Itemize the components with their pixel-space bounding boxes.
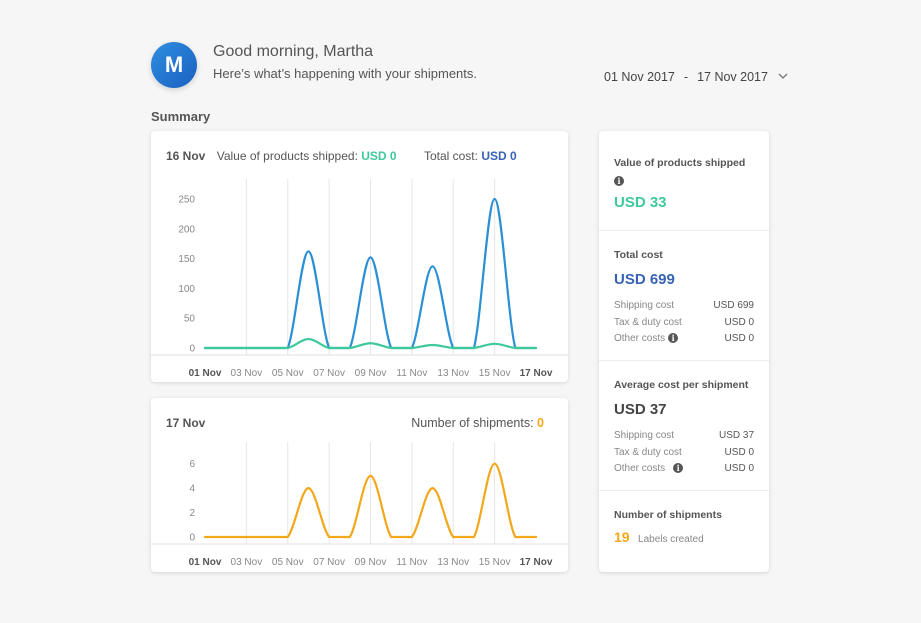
shipments-count-value: 0 [537,416,544,430]
x-tick-label: 11 Nov [396,557,427,568]
y-tick-label: 6 [189,459,195,470]
cost-row-tax: Tax & duty cost USD 0 [614,447,754,458]
greeting: Good morning, Martha [213,43,374,60]
row-value: USD 699 [713,300,754,311]
summary-sidebar-card: Value of products shipped i USD 33 Total… [599,131,769,572]
x-tick-label: 03 Nov [231,557,263,568]
x-tick-label: 11 Nov [396,368,427,379]
date-range-separator: - [683,70,689,84]
info-icon[interactable]: i [668,333,679,344]
date-range-picker[interactable]: 01 Nov 2017 - 17 Nov 2017 [604,70,788,84]
cost-row-shipping: Shipping cost USD 37 [614,430,754,441]
row-value: USD 37 [718,430,754,441]
section-label: Value of products shipped [614,157,746,169]
x-tick-label: 05 Nov [272,557,304,568]
row-label: Tax & duty cost [614,447,682,458]
avatar: M [151,42,197,88]
row-label: Other costs [614,333,666,344]
value-shipped-amount: USD 0 [361,149,397,163]
x-tick-label: 09 Nov [355,368,387,379]
average-cost-section: Average cost per shipment USD 37 Shippin… [599,361,769,491]
total-cost-total: USD 699 [614,271,675,288]
total-cost-amount: USD 0 [481,149,517,163]
y-tick-label: 100 [178,284,195,295]
row-label: Tax & duty cost [614,317,682,328]
y-tick-label: 2 [189,508,195,519]
x-tick-label: 07 Nov [313,368,345,379]
x-tick-label: 03 Nov [231,368,263,379]
shipments-summary: 19 Labels created [614,529,704,547]
series-line-1 [203,337,538,350]
series-line-0 [203,462,538,539]
section-label: Number of shipments [614,509,722,521]
x-tick-label: 05 Nov [272,368,304,379]
x-tick-label: 01 Nov [189,368,222,379]
date-range-start: 01 Nov 2017 [604,70,675,84]
row-value: USD 0 [724,447,754,458]
summary-heading: Summary [151,109,211,124]
section-label: Average cost per shipment [614,379,749,391]
shipments-count-label: Number of shipments: [411,416,534,430]
value-shipped-label: Value of products shipped: [216,149,358,163]
date-range-end: 17 Nov 2017 [697,70,768,84]
x-tick-label: 09 Nov [355,557,387,568]
row-label: Shipping cost [614,300,675,311]
shipments-line-chart[interactable]: 0 2 4 6 01 Nov 03 Nov 05 Nov 07 Nov 09 Nov 11 Nov… [151,398,568,572]
value-shipped-section: Value of products shipped i USD 33 [599,131,769,231]
value-chart-card: 16 Nov Value of products shipped: USD 0 … [151,131,568,382]
value-cost-line-chart[interactable]: 0 50 100 150 200 250 01 Nov 03 Nov 05 Nov 07 Nov 0… [151,131,568,382]
y-tick-label: 200 [178,224,195,235]
cost-row-tax: Tax & duty cost USD 0 [614,317,754,328]
shipments-caption: Labels created [638,534,704,545]
row-value: USD 0 [724,317,754,328]
cost-row-other: Other costs i USD 0 [614,333,754,344]
shipments-chart-card: 17 Nov Number of shipments: 0 0 2 4 6 01 Nov… [151,398,568,572]
row-label: Shipping cost [614,430,675,441]
shipments-chart-date: 17 Nov [166,416,205,430]
value-chart-header: 16 Nov Value of products shipped: USD 0 … [166,149,517,163]
info-icon[interactable]: i [614,172,624,190]
hover-date: 16 Nov [166,149,206,163]
cost-row-other: Other costs i USD 0 [614,463,754,474]
y-tick-label: 150 [178,254,195,265]
value-shipped-total: USD 33 [614,194,667,211]
greeting-subtitle: Here’s what’s happening with your shipme… [213,66,477,81]
total-cost-section: Total cost USD 699 Shipping cost USD 699… [599,231,769,361]
y-tick-label: 50 [184,314,196,325]
row-value: USD 0 [724,333,754,344]
shipments-chart-header: Number of shipments: 0 [411,416,544,430]
info-icon[interactable]: i [673,463,684,474]
shipments-total: 19 [614,529,630,545]
y-tick-label: 0 [189,344,195,355]
x-tick-label: 15 Nov [479,557,511,568]
section-label: Total cost [614,249,663,261]
average-cost-total: USD 37 [614,401,667,418]
x-tick-label: 13 Nov [437,557,469,568]
x-tick-label: 13 Nov [437,368,469,379]
row-value: USD 0 [724,463,754,474]
y-tick-label: 0 [189,533,195,544]
hover-date: 17 Nov [166,416,206,430]
x-tick-label: 17 Nov [520,557,553,568]
shipments-section: Number of shipments 19 Labels created [599,491,769,572]
cost-row-shipping: Shipping cost USD 699 [614,300,754,311]
x-tick-label: 17 Nov [520,368,553,379]
row-label: Other costs [614,463,666,474]
total-cost-label: Total cost: [423,149,478,163]
x-tick-label: 07 Nov [313,557,345,568]
x-tick-label: 15 Nov [479,368,511,379]
y-tick-label: 250 [178,194,195,205]
chevron-down-icon[interactable] [778,72,788,83]
y-tick-label: 4 [189,484,195,495]
x-tick-label: 01 Nov [189,557,222,568]
